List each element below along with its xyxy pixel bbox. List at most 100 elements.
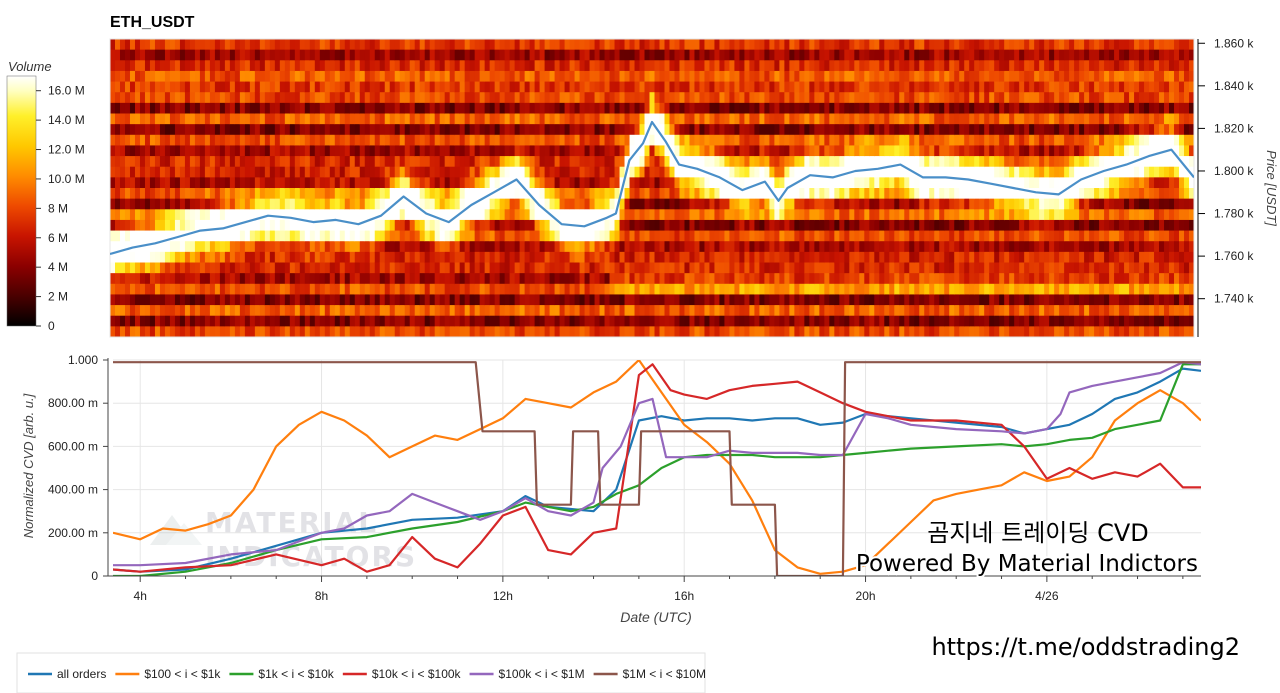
heatmap-cell (434, 134, 441, 147)
heatmap-cell (364, 145, 371, 157)
heatmap-cell (664, 49, 671, 61)
heatmap-cell (979, 273, 985, 285)
heatmap-cell (844, 177, 850, 189)
heatmap-cell (594, 262, 601, 274)
heatmap-cell (269, 113, 276, 125)
heatmap-cell (769, 124, 775, 136)
heatmap-cell (499, 124, 506, 136)
heatmap-cell (984, 102, 990, 115)
heatmap-cell (289, 198, 296, 210)
heatmap-cell (684, 262, 691, 274)
heatmap-cell (274, 198, 281, 210)
heatmap-cell (639, 102, 646, 115)
heatmap-cell (384, 198, 391, 210)
heatmap-cell (819, 305, 825, 317)
heatmap-cell (734, 60, 741, 72)
heatmap-cell (629, 294, 636, 306)
heatmap-cell (919, 92, 925, 104)
heatmap-cell (339, 273, 346, 285)
heatmap-cell (279, 145, 286, 157)
heatmap-cell (354, 198, 361, 210)
heatmap-cell (719, 262, 726, 274)
heatmap-cell (369, 177, 376, 189)
heatmap-cell (509, 81, 516, 93)
heatmap-cell (164, 209, 171, 221)
heatmap-cell (829, 102, 835, 115)
heatmap-cell (724, 219, 731, 232)
heatmap-cell (849, 92, 855, 104)
heatmap-cell (874, 70, 880, 83)
heatmap-cell (164, 230, 171, 242)
heatmap-cell (299, 156, 306, 168)
heatmap-cell (399, 230, 406, 242)
heatmap-cell (204, 315, 211, 327)
heatmap-cell (929, 92, 935, 104)
heatmap-cell (859, 230, 865, 242)
heatmap-cell (189, 219, 196, 232)
heatmap-cell (774, 156, 780, 168)
heatmap-cell (734, 102, 741, 115)
heatmap-cell (349, 81, 356, 93)
heatmap-cell (649, 134, 656, 147)
heatmap-cell (634, 315, 641, 327)
heatmap-cell (734, 251, 741, 264)
heatmap-cell (959, 262, 965, 274)
heatmap-cell (814, 262, 820, 274)
heatmap-cell (499, 92, 506, 104)
heatmap-cell (864, 39, 870, 51)
heatmap-cell (604, 177, 611, 189)
heatmap-cell (754, 198, 761, 210)
heatmap-cell (484, 219, 491, 232)
heatmap-cell (244, 177, 251, 189)
heatmap-cell (179, 102, 186, 115)
heatmap-cell (219, 198, 226, 210)
heatmap-cell (929, 49, 935, 61)
heatmap-cell (129, 177, 136, 189)
heatmap-cell (914, 273, 920, 285)
heatmap-cell (874, 60, 880, 72)
heatmap-cell (124, 315, 131, 327)
heatmap-cell (454, 39, 461, 51)
heatmap-cell (659, 113, 666, 125)
heatmap-cell (589, 166, 596, 178)
heatmap-cell (159, 198, 166, 210)
heatmap-cell (344, 283, 351, 296)
heatmap-cell (494, 145, 501, 157)
heatmap-cell (914, 81, 920, 93)
heatmap-cell (899, 198, 905, 210)
heatmap-cell (214, 39, 221, 51)
heatmap-cell (179, 39, 186, 51)
heatmap-cell (364, 294, 371, 306)
heatmap-cell (659, 102, 666, 115)
heatmap-cell (669, 156, 676, 168)
heatmap-cell (724, 102, 731, 115)
heatmap-cell (624, 315, 631, 327)
heatmap-cell (259, 262, 266, 274)
heatmap-cell (509, 315, 516, 327)
heatmap-cell (969, 294, 975, 306)
heatmap-cell (154, 251, 161, 264)
heatmap-cell (599, 102, 606, 115)
heatmap-cell (964, 156, 970, 168)
heatmap-cell (189, 273, 196, 285)
heatmap-cell (884, 219, 890, 232)
heatmap-cell (724, 70, 731, 83)
heatmap-cell (839, 241, 845, 253)
heatmap-cell (769, 219, 775, 232)
heatmap-cell (374, 219, 381, 232)
heatmap-cell (224, 209, 231, 221)
heatmap-cell (769, 113, 775, 125)
heatmap-cell (519, 209, 526, 221)
heatmap-cell (479, 145, 486, 157)
heatmap-cell (609, 39, 616, 51)
heatmap-cell (719, 49, 726, 61)
heatmap-cell (324, 283, 331, 296)
heatmap-cell (764, 305, 770, 317)
heatmap-cell (909, 70, 915, 83)
heatmap-cell (889, 273, 895, 285)
heatmap-cell (129, 156, 136, 168)
heatmap-cell (574, 134, 581, 147)
heatmap-cell (149, 273, 156, 285)
heatmap-cell (429, 70, 436, 83)
heatmap-cell (839, 113, 845, 125)
